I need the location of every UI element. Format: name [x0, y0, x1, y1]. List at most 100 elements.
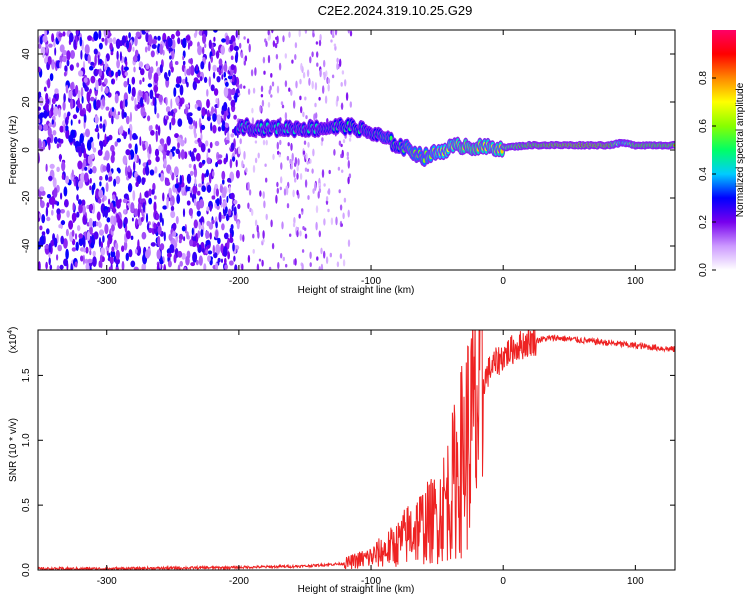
noise-speckle — [224, 122, 229, 128]
noise-speckle — [211, 195, 216, 200]
noise-speckle — [237, 203, 241, 210]
noise-speckle — [130, 260, 136, 268]
noise-speckle — [172, 230, 177, 237]
noise-speckle — [211, 219, 215, 224]
noise-speckle — [89, 266, 92, 270]
noise-speckle — [138, 61, 144, 68]
noise-speckle — [87, 35, 93, 41]
noise-speckle — [124, 71, 129, 77]
noise-speckle — [126, 40, 129, 50]
noise-speckle — [252, 87, 256, 94]
noise-speckle — [45, 261, 48, 270]
noise-speckle — [312, 33, 315, 37]
noise-speckle — [239, 233, 242, 241]
noise-speckle — [205, 249, 209, 254]
y-tick-label: 20 — [21, 96, 32, 108]
noise-speckle — [236, 221, 240, 230]
noise-speckle — [159, 173, 165, 182]
snr-frame — [37, 329, 676, 571]
noise-speckle — [251, 107, 254, 114]
noise-speckle — [108, 198, 111, 205]
noise-speckle — [140, 198, 146, 203]
noise-speckle — [59, 61, 62, 69]
noise-speckle — [176, 194, 181, 204]
noise-speckle — [92, 250, 96, 257]
colorbar-axis: 0.0 0.2 0.4 0.6 0.8 — [698, 71, 716, 277]
x-tick-label: 100 — [627, 576, 644, 587]
noise-speckle — [49, 110, 52, 118]
noise-speckle — [316, 256, 319, 261]
noise-speckle — [192, 251, 198, 263]
noise-speckle — [271, 242, 275, 250]
noise-speckle — [338, 189, 341, 194]
noise-speckle — [76, 30, 79, 36]
noise-speckle — [193, 198, 197, 206]
noise-speckle — [342, 259, 346, 267]
noise-speckle — [228, 95, 232, 101]
noise-speckle — [222, 120, 226, 127]
noise-speckle — [205, 108, 208, 115]
x-tick-label: -300 — [97, 576, 117, 587]
noise-speckle — [134, 35, 138, 47]
noise-speckle — [137, 208, 140, 218]
noise-speckle — [247, 254, 251, 263]
noise-speckle — [293, 100, 296, 109]
noise-speckle — [86, 104, 89, 112]
noise-speckle — [341, 70, 345, 75]
noise-speckle — [314, 82, 318, 91]
noise-speckle — [345, 92, 349, 101]
noise-speckle — [89, 250, 92, 256]
noise-speckle — [334, 30, 338, 36]
noise-speckle — [129, 111, 132, 123]
noise-speckle — [314, 182, 317, 191]
noise-speckle — [286, 155, 290, 161]
noise-speckle — [93, 98, 97, 110]
noise-speckle — [216, 160, 222, 165]
y-tick-label: -40 — [21, 238, 32, 253]
noise-speckle — [91, 234, 94, 246]
noise-speckle — [267, 54, 271, 64]
noise-speckle — [262, 191, 265, 199]
noise-speckle — [134, 152, 138, 163]
noise-speckle — [164, 143, 168, 152]
noise-speckle — [45, 163, 48, 172]
noise-speckle — [232, 156, 236, 162]
noise-speckle — [304, 179, 308, 188]
noise-speckle — [105, 106, 110, 111]
noise-speckle — [167, 260, 172, 268]
noise-speckle — [51, 33, 55, 43]
noise-speckle — [77, 225, 81, 232]
noise-speckle — [223, 232, 229, 240]
noise-speckle — [139, 97, 144, 107]
noise-speckle — [75, 241, 79, 251]
noise-speckle — [155, 60, 158, 67]
colorbar-label: Normalized spectral amplitude — [735, 82, 746, 217]
noise-speckle — [104, 133, 107, 144]
noise-speckle — [203, 186, 206, 192]
noise-speckle — [272, 153, 275, 160]
noise-speckle — [178, 238, 182, 244]
noise-speckle — [311, 168, 314, 174]
noise-speckle — [189, 187, 192, 194]
noise-speckle — [276, 181, 279, 188]
noise-speckle — [199, 199, 205, 209]
noise-speckle — [285, 185, 288, 190]
noise-speckle — [76, 62, 80, 68]
noise-speckle — [141, 231, 147, 240]
noise-speckle — [174, 61, 179, 65]
noise-speckle — [280, 252, 283, 259]
noise-speckle — [217, 257, 221, 263]
noise-speckle — [176, 137, 182, 143]
noise-speckle — [99, 175, 103, 181]
noise-speckle — [83, 247, 86, 253]
noise-speckle — [39, 186, 45, 192]
noise-speckle — [65, 248, 69, 260]
noise-speckle — [94, 128, 99, 132]
noise-speckle — [48, 242, 52, 253]
noise-speckle — [127, 77, 130, 86]
noise-speckle — [163, 231, 166, 242]
noise-speckle — [229, 44, 234, 52]
noise-speckle — [116, 59, 120, 69]
noise-speckle — [109, 202, 114, 210]
noise-speckle — [148, 69, 152, 80]
